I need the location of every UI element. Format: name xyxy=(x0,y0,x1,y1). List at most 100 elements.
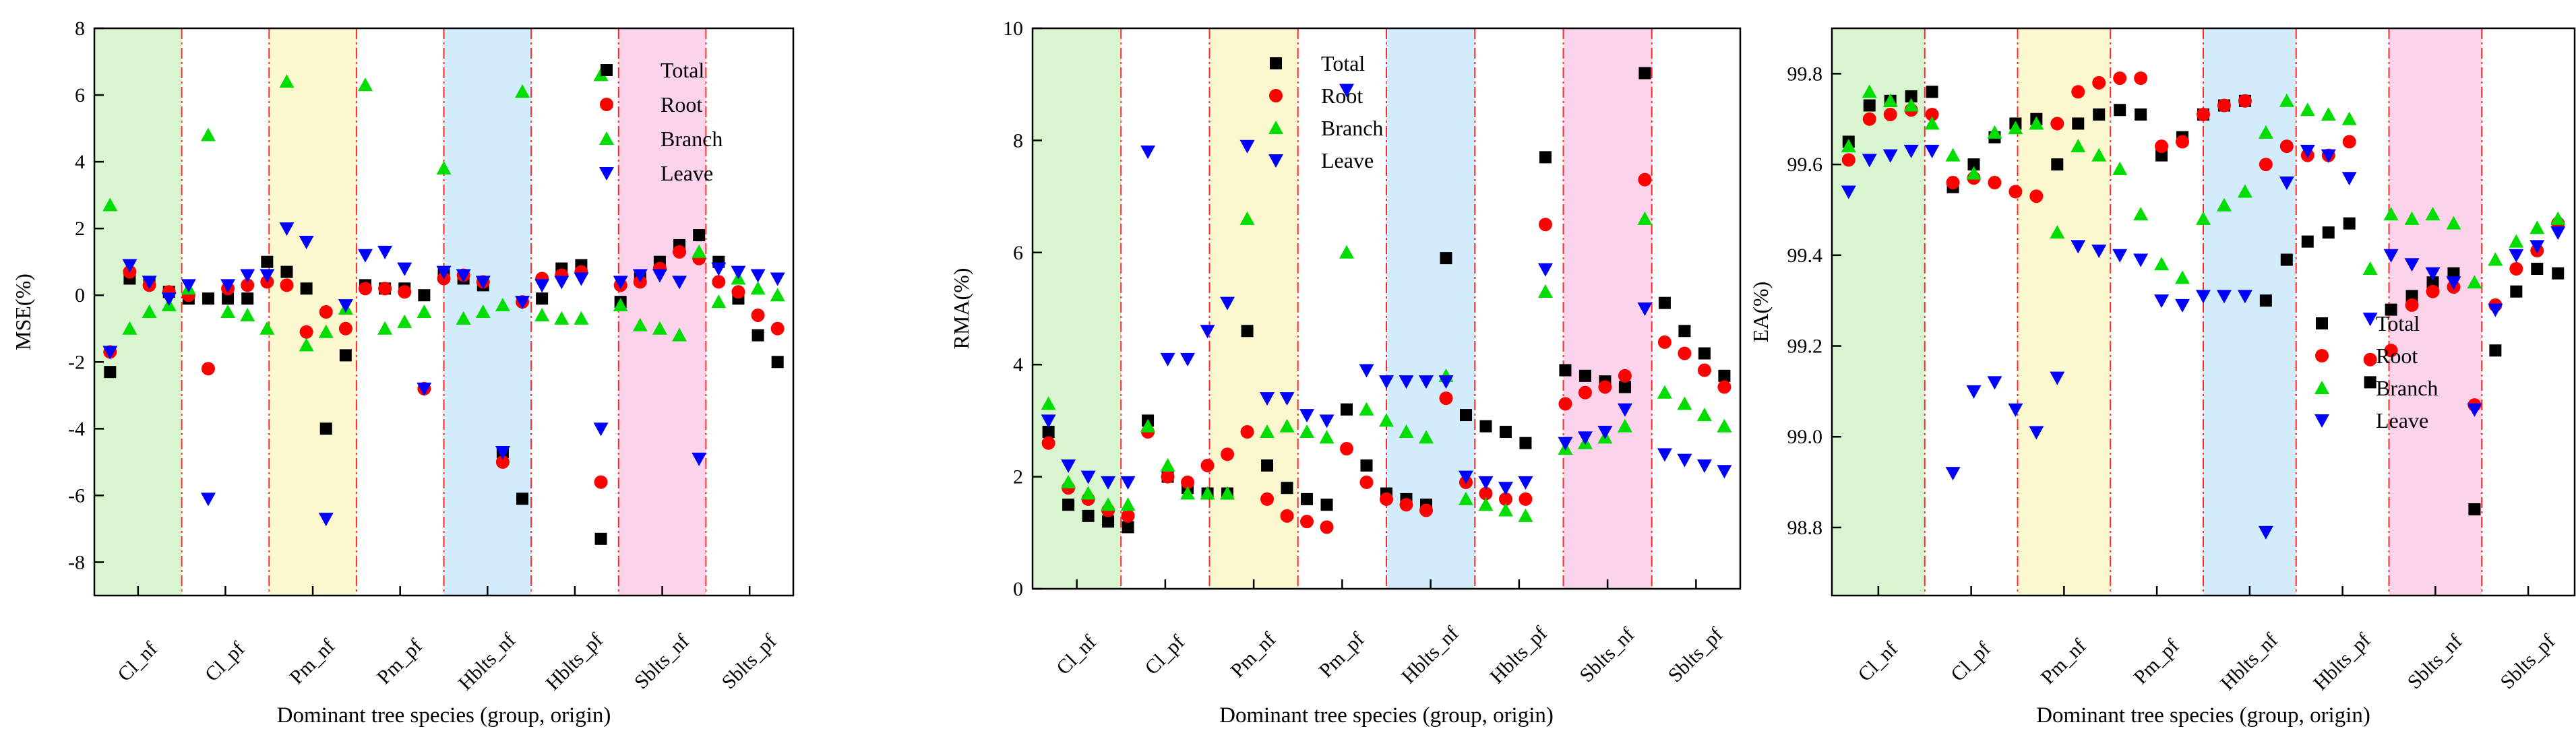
legend: Total Root Branch Leave xyxy=(2314,311,2438,433)
legend-label-total: Total xyxy=(1321,51,1365,75)
data-point-total xyxy=(2489,344,2502,357)
data-point-leave xyxy=(1339,84,1355,98)
data-point-leave xyxy=(1418,375,1434,389)
y-tick-label: 4 xyxy=(1013,354,1023,376)
legend-marker-leave xyxy=(1268,154,1283,168)
data-point-leave xyxy=(259,269,275,283)
data-point-root xyxy=(1419,503,1433,517)
data-point-leave xyxy=(652,269,667,283)
data-point-total xyxy=(261,255,274,268)
data-point-leave xyxy=(2216,290,2232,304)
x-tick-label: Pm_nf xyxy=(2037,635,2091,689)
legend-label-leave: Leave xyxy=(2376,408,2428,433)
data-point-leave xyxy=(1200,325,1215,339)
x-axis-label: Dominant tree species (group, origin) xyxy=(277,703,611,728)
data-point-branch xyxy=(2446,216,2461,230)
data-point-leave xyxy=(279,222,295,236)
data-point-root xyxy=(1479,486,1493,501)
shaded-band-cl-nf xyxy=(1832,28,1925,596)
data-point-branch xyxy=(711,294,727,309)
data-point-branch xyxy=(1841,139,1856,153)
data-point-branch xyxy=(1478,497,1494,511)
data-point-branch xyxy=(1518,508,1533,522)
data-point-branch xyxy=(2383,207,2399,221)
data-point-branch xyxy=(1120,497,1136,511)
data-point-total xyxy=(2364,376,2376,389)
data-point-total xyxy=(2405,290,2418,302)
data-point-leave xyxy=(318,513,334,527)
data-point-leave xyxy=(240,269,255,283)
legend-marker-branch xyxy=(599,131,614,145)
data-point-root xyxy=(1717,380,1731,394)
data-point-root xyxy=(1519,492,1533,506)
data-point-leave xyxy=(417,382,432,396)
data-point-total xyxy=(202,292,214,305)
data-point-total xyxy=(1499,426,1512,439)
data-point-leave xyxy=(2133,253,2149,267)
data-point-branch xyxy=(1617,418,1632,433)
legend-label-root: Root xyxy=(661,92,702,117)
data-point-leave xyxy=(1438,375,1454,389)
y-tick-label: -4 xyxy=(68,418,85,440)
data-point-root xyxy=(1578,385,1592,400)
data-point-leave xyxy=(1558,437,1573,451)
legend-marker-leave xyxy=(2314,414,2329,428)
data-point-root xyxy=(241,278,255,292)
data-point-root xyxy=(1380,492,1393,506)
data-point-branch xyxy=(495,298,510,312)
data-point-branch xyxy=(1319,430,1335,444)
legend-marker-total xyxy=(1270,57,1282,69)
data-point-total xyxy=(1618,381,1631,393)
data-point-root xyxy=(2238,94,2252,108)
data-point-root xyxy=(2384,344,2398,358)
data-point-leave xyxy=(2050,371,2065,385)
data-point-leave xyxy=(554,276,570,290)
y-tick-label: 99.0 xyxy=(1787,426,1823,448)
data-point-root xyxy=(673,245,687,259)
data-point-total xyxy=(1678,325,1691,338)
data-point-total xyxy=(1301,492,1314,505)
data-point-branch xyxy=(2404,211,2420,225)
y-tick-label: 6 xyxy=(75,84,85,106)
shaded-band-sblts-nf xyxy=(1563,28,1652,589)
data-point-branch xyxy=(1862,84,1877,98)
data-point-total xyxy=(418,289,431,302)
x-tick-label: Hblts_nf xyxy=(1397,622,1463,688)
data-point-root xyxy=(1862,112,1876,126)
data-point-branch xyxy=(2029,116,2044,130)
data-point-root xyxy=(1657,335,1672,349)
data-point-branch xyxy=(515,84,530,98)
data-point-total xyxy=(339,349,352,362)
data-point-branch xyxy=(1200,486,1215,500)
data-point-leave xyxy=(338,299,353,313)
data-point-root xyxy=(201,362,215,376)
data-point-total xyxy=(693,229,706,242)
data-point-leave xyxy=(1041,414,1056,428)
data-point-branch xyxy=(1299,424,1315,439)
x-axis-label: Dominant tree species (group, origin) xyxy=(2036,703,2370,728)
data-point-branch xyxy=(2550,211,2566,225)
data-point-root xyxy=(319,305,333,319)
data-point-leave xyxy=(2279,177,2294,191)
data-point-leave xyxy=(161,292,177,307)
data-point-root xyxy=(2405,298,2419,312)
data-point-leave xyxy=(1160,352,1175,366)
data-point-leave xyxy=(1319,414,1335,428)
data-point-branch xyxy=(1279,418,1295,433)
data-point-branch xyxy=(200,127,216,141)
data-point-leave xyxy=(2404,258,2420,272)
data-point-branch xyxy=(1696,408,1712,422)
data-point-branch xyxy=(1498,503,1513,517)
data-point-total xyxy=(2322,226,2335,239)
legend-marker-root xyxy=(600,98,613,111)
y-axis-label: MSE(%) xyxy=(11,274,35,350)
data-point-branch xyxy=(2509,234,2524,248)
data-point-leave xyxy=(495,446,510,460)
data-point-total xyxy=(2301,235,2314,248)
y-tick-label: 98.8 xyxy=(1787,517,1823,539)
data-point-total xyxy=(1926,86,1938,98)
data-point-total xyxy=(2155,149,2168,162)
data-point-leave xyxy=(613,276,628,290)
data-point-root xyxy=(1883,107,1897,121)
data-point-leave xyxy=(1061,459,1076,473)
